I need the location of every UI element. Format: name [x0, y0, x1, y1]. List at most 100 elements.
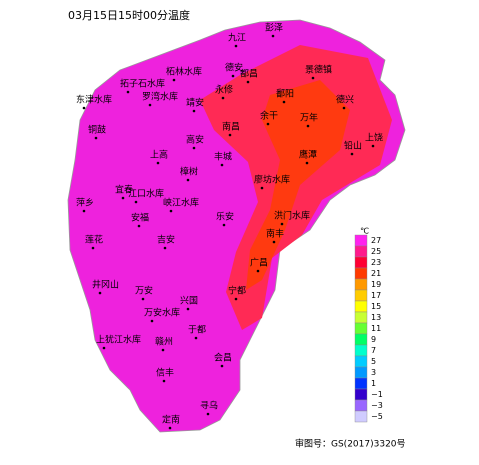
place-label: 萍乡: [76, 198, 94, 209]
station-dot: [271, 34, 275, 38]
station-dot: [260, 186, 264, 190]
place-label: 靖安: [186, 97, 204, 109]
legend-label: 13: [371, 313, 381, 322]
place-label: 万安: [135, 285, 153, 297]
station-dot: [220, 364, 224, 368]
place-label: 井冈山: [92, 279, 119, 291]
station-dot: [82, 209, 86, 213]
place-label: 兴国: [180, 296, 198, 307]
station-dot: [126, 90, 130, 94]
station-dot: [342, 106, 346, 110]
place-label: 莲花: [85, 234, 103, 246]
legend-swatch: [354, 355, 368, 368]
legend-swatch: [354, 245, 368, 258]
station-dot: [194, 336, 198, 340]
place-label: 铅山: [344, 140, 362, 152]
legend-swatch: [354, 289, 368, 302]
legend-unit: ℃: [360, 227, 369, 236]
place-label: 宜春: [115, 184, 133, 196]
place-label: 高安: [186, 134, 204, 146]
station-dot: [134, 200, 138, 204]
legend-label: 21: [371, 269, 381, 278]
place-label: 德安: [225, 62, 243, 74]
place-label: 德兴: [336, 94, 354, 106]
station-dot: [121, 196, 125, 200]
legend-label: 3: [371, 368, 376, 377]
station-dot: [162, 379, 166, 383]
legend-label: 19: [371, 280, 381, 289]
place-label: 于都: [188, 325, 206, 336]
place-label: 南丰: [266, 228, 284, 240]
place-label: 安福: [131, 212, 149, 224]
station-dot: [156, 161, 160, 165]
station-dot: [231, 74, 235, 78]
station-dot: [221, 96, 225, 100]
legend-label: 27: [371, 236, 381, 245]
place-label: 信丰: [156, 367, 174, 379]
place-label: 万安水库: [144, 307, 180, 319]
legend-swatch: [354, 344, 368, 357]
legend-swatch: [354, 377, 368, 390]
place-label: 洪门水库: [274, 210, 310, 222]
station-dot: [282, 100, 286, 104]
legend-label: 15: [371, 302, 381, 311]
place-label: 拓子石水库: [120, 78, 165, 90]
place-label: 永修: [215, 84, 233, 96]
approval-number: 审图号：GS(2017)3320号: [295, 438, 406, 450]
place-label: 赣州: [155, 336, 173, 348]
place-label: 宁都: [228, 285, 246, 297]
place-label: 彭泽: [265, 22, 283, 34]
place-label: 广昌: [250, 257, 268, 269]
station-dot: [192, 146, 196, 150]
station-dot: [234, 44, 238, 48]
legend-label: 25: [371, 247, 381, 256]
station-dot: [186, 178, 190, 182]
station-dot: [150, 319, 154, 323]
place-label: 鄱阳: [276, 89, 294, 100]
legend-label: 9: [371, 335, 376, 344]
place-label: 峡江水库: [163, 197, 199, 209]
place-label: 罗湾水库: [142, 91, 178, 103]
station-dot: [148, 103, 152, 107]
place-label: 樟树: [180, 166, 198, 178]
legend-swatch: [354, 399, 368, 412]
place-label: 会昌: [214, 352, 232, 364]
station-dot: [311, 76, 315, 80]
station-dot: [272, 240, 276, 244]
place-label: 景德镇: [305, 64, 332, 76]
station-dot: [220, 163, 224, 167]
legend-swatch: [354, 234, 368, 247]
place-label: 南昌: [222, 121, 240, 133]
legend-label: −1: [371, 390, 383, 399]
station-dot: [172, 78, 176, 82]
legend-label: 5: [371, 357, 376, 366]
place-label: 东津水库: [76, 94, 112, 106]
legend-swatch: [354, 410, 368, 423]
station-dot: [82, 106, 86, 110]
place-label: 柘林水库: [166, 66, 202, 78]
legend-swatch: [354, 278, 368, 291]
station-dot: [222, 223, 226, 227]
station-dot: [256, 269, 260, 273]
legend-swatch: [354, 333, 368, 346]
station-dot: [163, 246, 167, 250]
legend-label: 1: [371, 379, 376, 388]
station-dot: [246, 80, 250, 84]
station-dot: [91, 246, 95, 250]
place-label: 廖坊水库: [254, 174, 290, 186]
place-label: 定南: [162, 414, 180, 426]
legend-swatch: [354, 322, 368, 335]
legend-swatch: [354, 300, 368, 313]
legend-label: 7: [371, 346, 376, 355]
station-dot: [98, 291, 102, 295]
place-label: 上饶: [365, 132, 383, 144]
station-dot: [234, 297, 238, 301]
station-dot: [280, 222, 284, 226]
legend-swatch: [354, 256, 368, 269]
legend-swatch: [354, 311, 368, 324]
station-dot: [305, 161, 309, 165]
station-dot: [94, 136, 98, 140]
place-label: 都昌: [240, 69, 258, 80]
legend-label: −3: [371, 401, 383, 410]
